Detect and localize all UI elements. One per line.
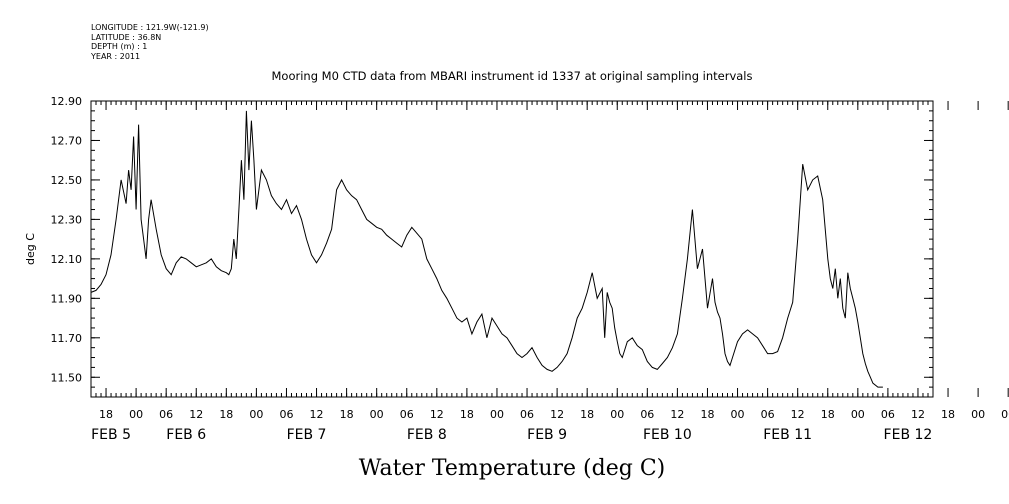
x-tick-label: 00 bbox=[129, 408, 143, 421]
x-tick-label: 18 bbox=[219, 408, 233, 421]
x-tick-label: 12 bbox=[310, 408, 324, 421]
x-tick-label: 18 bbox=[941, 408, 955, 421]
x-tick-label: 12 bbox=[550, 408, 564, 421]
date-label: FEB 12 bbox=[884, 427, 933, 443]
x-tick-label: 06 bbox=[400, 408, 414, 421]
date-label: FEB 6 bbox=[166, 427, 206, 443]
x-tick-label: 06 bbox=[881, 408, 895, 421]
x-tick-label: 12 bbox=[189, 408, 203, 421]
longitude-label: LONGITUDE : 121.9W(-121.9) bbox=[91, 23, 209, 32]
x-tick-label: 18 bbox=[700, 408, 714, 421]
metadata-block: LONGITUDE : 121.9W(-121.9) LATITUDE : 36… bbox=[91, 23, 209, 61]
x-tick-label: 12 bbox=[670, 408, 684, 421]
x-tick-label: 12 bbox=[911, 408, 925, 421]
x-tick-label: 06 bbox=[761, 408, 775, 421]
minor-ticks bbox=[90, 100, 934, 398]
y-tick-label: 12.10 bbox=[51, 253, 83, 266]
x-tick-label: 00 bbox=[610, 408, 624, 421]
x-tick-label: 12 bbox=[430, 408, 444, 421]
y-axis-label: deg C bbox=[24, 233, 37, 265]
x-tick-label: 18 bbox=[580, 408, 594, 421]
y-tick-label: 12.90 bbox=[51, 95, 83, 108]
plot-frame bbox=[90, 100, 934, 398]
date-label: FEB 11 bbox=[763, 427, 812, 443]
x-tick-label: 12 bbox=[791, 408, 805, 421]
y-tick-label: 12.50 bbox=[51, 174, 83, 187]
x-tick-label: 18 bbox=[460, 408, 474, 421]
x-axis-title: Water Temperature (deg C) bbox=[359, 456, 666, 481]
x-tick-label: 00 bbox=[851, 408, 865, 421]
x-tick-label: 00 bbox=[490, 408, 504, 421]
x-tick-label: 06 bbox=[1001, 408, 1009, 421]
x-tick-label: 00 bbox=[731, 408, 745, 421]
y-tick-label: 12.30 bbox=[51, 213, 83, 226]
date-label: FEB 10 bbox=[643, 427, 692, 443]
chart-title: Mooring M0 CTD data from MBARI instrumen… bbox=[272, 69, 753, 83]
y-axis: 11.50 11.70 11.90 12.10 12.30 12.50 12.70 12.90 bbox=[51, 95, 933, 384]
x-tick-label: 00 bbox=[249, 408, 263, 421]
x-tick-label: 06 bbox=[159, 408, 173, 421]
depth-label: DEPTH (m) : 1 bbox=[91, 42, 148, 51]
date-label: FEB 5 bbox=[91, 427, 131, 443]
x-tick-label: 18 bbox=[99, 408, 113, 421]
x-tick-label: 00 bbox=[370, 408, 384, 421]
date-label: FEB 7 bbox=[287, 427, 327, 443]
year-label: YEAR : 2011 bbox=[91, 51, 141, 61]
y-tick-label: 11.50 bbox=[51, 371, 83, 384]
x-tick-label: 00 bbox=[971, 408, 985, 421]
x-tick-label: 18 bbox=[340, 408, 354, 421]
x-tick-label: 18 bbox=[821, 408, 835, 421]
date-label: FEB 8 bbox=[407, 427, 447, 443]
x-tick-label: 06 bbox=[520, 408, 534, 421]
y-tick-label: 11.90 bbox=[51, 292, 83, 305]
x-tick-label: 06 bbox=[279, 408, 293, 421]
date-label: FEB 9 bbox=[527, 427, 567, 443]
y-tick-label: 11.70 bbox=[51, 332, 83, 345]
latitude-label: LATITUDE : 36.8N bbox=[91, 32, 162, 42]
x-tick-label: 06 bbox=[640, 408, 654, 421]
temperature-series-line bbox=[90, 110, 883, 388]
y-tick-label: 12.70 bbox=[51, 134, 83, 147]
x-axis: 18 00 06 12 18 00 06 12 18 00 06 12 18 00 06 12 18 00 06 12… bbox=[91, 101, 1009, 443]
